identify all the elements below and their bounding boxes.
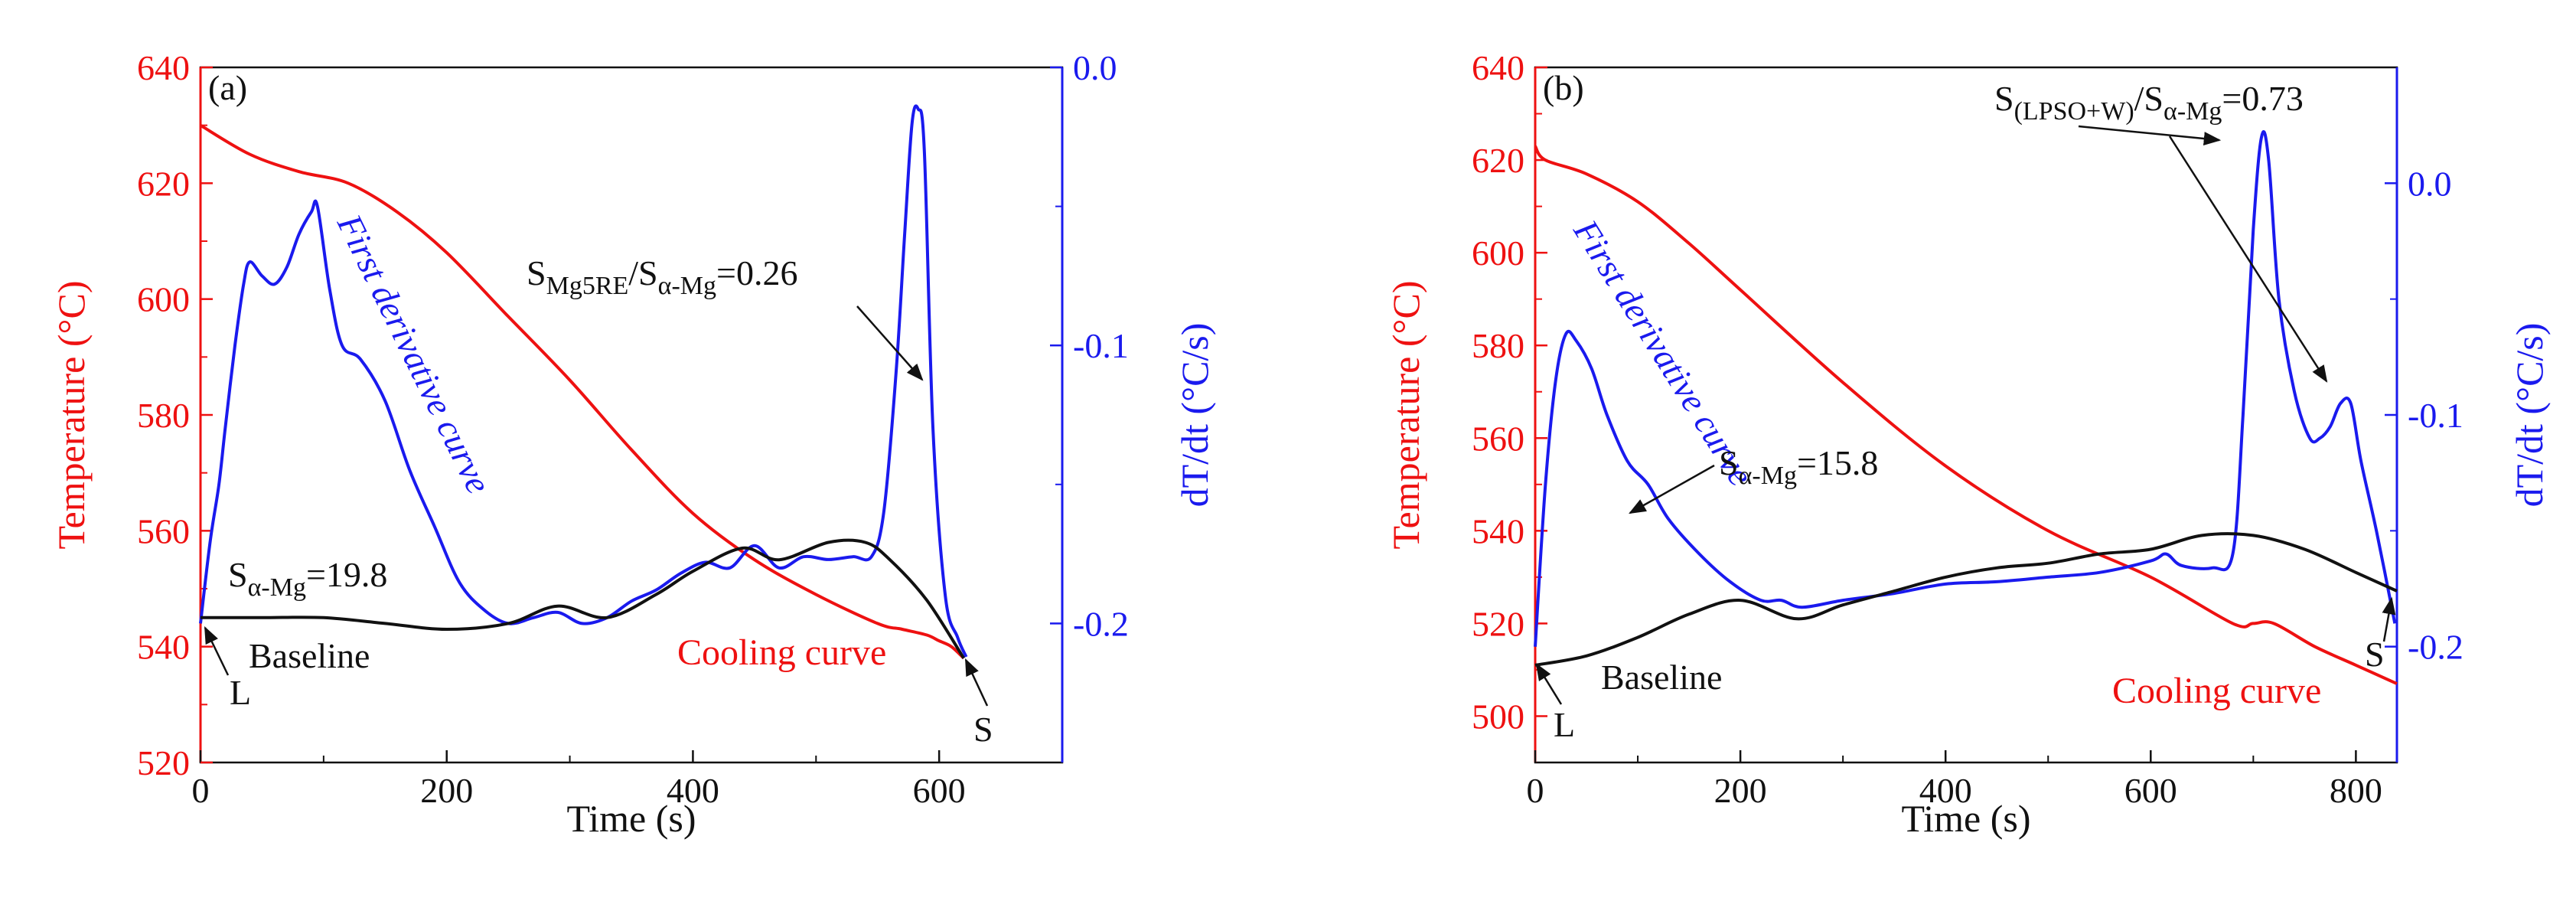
y-tick-label: 560 [1472,419,1524,458]
y-tick-label: 560 [137,511,190,550]
x-tick-label: 200 [420,771,473,810]
cooling-curve-line-a [199,123,965,660]
ticks-b: 0 200 400 600 800 500 520 540 560 580 600 620 640 -0.… [1472,48,2464,810]
ratio-annotation-b: S(LPSO+W)/Sα-Mg=0.73 [1994,79,2304,126]
y-tick-label: 520 [137,743,190,782]
cooling-curve-line-b [1534,145,2398,685]
first-derivative-line-a [199,104,968,658]
s-alpha-mg-arrow-b [1629,464,1715,514]
panel-label-a: (a) [208,68,247,107]
ratio-arrow-b-2 [2168,136,2328,383]
x-tick-label: 800 [2330,771,2382,810]
point-s-label-b: S [2365,635,2385,674]
y2-tick-label: -0.1 [1073,326,1129,365]
baseline-line-b [1534,532,2398,667]
first-derivative-line-b [1534,130,2397,647]
y-tick-label: 520 [1472,604,1524,643]
y-tick-label: 500 [1472,697,1524,736]
baseline-label-b: Baseline [1601,658,1722,697]
y2-tick-label: -0.1 [2408,396,2464,435]
cooling-curve-label-b: Cooling curve [2112,671,2321,711]
x-tick-label: 200 [1714,771,1767,810]
point-l-label-a: L [230,673,251,712]
y2-tick-label: -0.2 [2408,628,2464,667]
x-axis-label-a: Time (s) [566,797,696,840]
cooling-curve-label-a: Cooling curve [677,632,886,673]
x-tick-label: 400 [667,771,719,810]
y-tick-label: 580 [137,396,190,435]
x-tick-label: 400 [1919,771,1972,810]
y2-tick-label: 0.0 [2408,164,2452,203]
y2-axis-label-a: dT/dt (°C/s) [1173,323,1216,508]
baseline-label-a: Baseline [249,636,370,675]
y-tick-label: 620 [1472,141,1524,180]
point-s-arrow-a [964,658,989,707]
s-alpha-mg-annotation-b: Sα-Mg=15.8 [1719,443,1878,490]
y-axis-label-a: Temperature (°C) [50,280,93,549]
y2-tick-label: 0.0 [1073,48,1117,87]
y-tick-label: 640 [1472,48,1524,87]
y-tick-label: 620 [137,164,190,203]
point-s-arrow-b [2382,596,2396,642]
panel-label-b: (b) [1543,68,1584,107]
s-alpha-mg-annotation-a: Sα-Mg=19.8 [228,555,387,602]
point-s-label-a: S [973,710,993,749]
ratio-annotation-a: SMg5RE/Sα-Mg=0.26 [527,253,797,300]
y2-tick-label: -0.2 [1073,604,1129,643]
y-tick-label: 640 [137,48,190,87]
x-axis-label-b: Time (s) [1901,797,2030,840]
y-tick-label: 580 [1472,326,1524,365]
x-tick-label: 600 [2124,771,2177,810]
y-tick-label: 540 [137,628,190,667]
point-l-label-b: L [1554,705,1575,744]
ratio-arrow-b-1 [2078,125,2222,145]
y2-axis-label-b: dT/dt (°C/s) [2508,323,2551,508]
y-tick-label: 600 [137,280,190,319]
x-tick-label: 600 [913,771,966,810]
x-tick-label: 0 [192,771,210,810]
y-axis-label-b: Temperature (°C) [1384,280,1427,549]
y-tick-label: 600 [1472,233,1524,273]
chart-panel-a: 0 200 400 600 520 540 560 580 600 620 640 -0.2 -0.1 0… [50,48,1216,840]
baseline-line-a [201,538,965,659]
y-tick-label: 540 [1472,511,1524,550]
ticks-a: 0 200 400 600 520 540 560 580 600 620 640 -0.2 -0.1 0… [137,48,1129,810]
point-l-arrow-b [1535,663,1563,705]
x-tick-label: 0 [1527,771,1544,810]
point-l-arrow-a [204,625,230,676]
chart-panel-b: 0 200 400 600 800 500 520 540 560 580 600 620 640 -0.… [1384,48,2551,840]
ratio-arrow-a [856,305,924,381]
